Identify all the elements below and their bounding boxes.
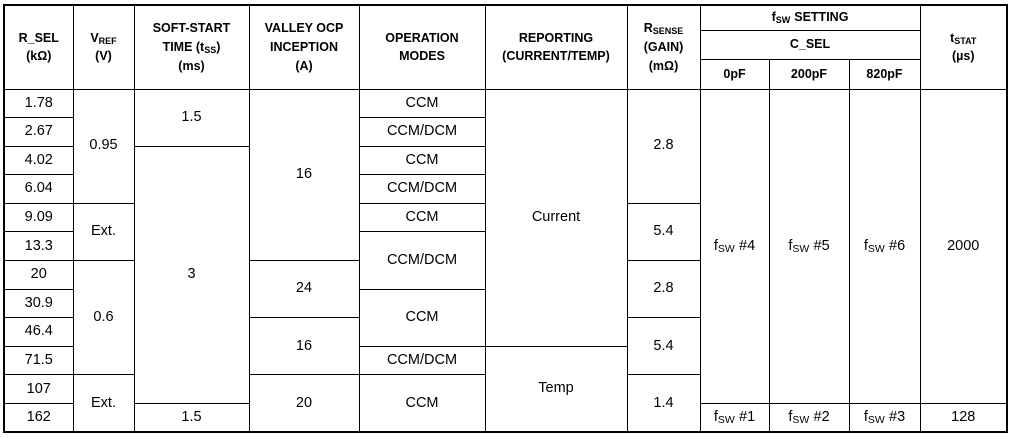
col-header-cap-820pf: 820pF (848, 58, 921, 90)
v-ref-cell: 0.95 (72, 88, 135, 204)
fsw-subscript: SW (717, 243, 735, 255)
reporting-cell: Temp (484, 345, 628, 433)
r-sense-cell: 1.4 (626, 374, 701, 433)
valley-ocp-cell: 16 (248, 317, 360, 376)
col-header-fsw-setting: fSW SETTING (699, 4, 921, 31)
table-row: 162 1.5 fSW #1 fSW #2 fSW #3 128 (3, 403, 1008, 433)
r-sel-cell: 30.9 (3, 288, 74, 319)
fsw-cell-0pf: fSW #4 (699, 88, 770, 405)
header-label: t (950, 30, 955, 45)
fsw-subscript: SW (792, 414, 810, 426)
table-row: 30.9 CCM (3, 288, 1007, 347)
operation-mode-cell: CCM/DCM (358, 117, 486, 147)
valley-ocp-cell: 24 (248, 260, 360, 319)
header-label: R (643, 21, 653, 36)
fsw-subscript: SW (792, 243, 810, 255)
col-header-c-sel: C_SEL (699, 29, 921, 60)
header-unit: (A) (295, 58, 313, 73)
r-sense-cell: 2.8 (626, 260, 701, 319)
soft-start-cell: 1.5 (133, 403, 250, 433)
r-sel-cell: 20 (3, 260, 74, 290)
fsw-cell-820pf: fSW #6 (848, 88, 921, 405)
header-unit: (V) (95, 49, 112, 64)
r-sense-cell: 5.4 (626, 202, 701, 262)
operation-mode-cell: CCM/DCM (358, 345, 486, 376)
table-row: 4.02 3 CCM (3, 145, 1007, 405)
header-subscript: STAT (954, 35, 977, 46)
r-sel-cell: 6.04 (3, 174, 74, 204)
r-sel-cell: 9.09 (3, 202, 74, 233)
col-header-r-sense: RSENSE (GAIN) (mΩ) (626, 4, 701, 90)
col-header-reporting: REPORTING (CURRENT/TEMP) (484, 4, 628, 90)
header-label: REPORTING (518, 30, 594, 45)
fsw-cell-820pf: fSW #3 (848, 403, 921, 433)
header-unit: (kΩ) (26, 49, 52, 64)
r-sel-cell: 46.4 (3, 317, 74, 347)
header-label: f (771, 10, 776, 25)
fsw-cell-0pf: fSW #1 (699, 403, 770, 433)
header-label: V (90, 30, 99, 45)
soft-start-cell: 3 (133, 145, 250, 405)
table-row: 2.67 CCM/DCM (3, 117, 1007, 147)
col-header-valley-ocp: VALLEY OCP INCEPTION (A) (248, 4, 360, 90)
header-label: SOFT-START (152, 21, 231, 36)
fsw-subscript: SW (717, 414, 735, 426)
header-subscript: SW (775, 15, 791, 26)
r-sel-cell: 71.5 (3, 345, 74, 376)
table-row: 13.3 CCM/DCM (3, 231, 1007, 290)
operation-mode-cell: CCM/DCM (358, 231, 486, 290)
col-header-t-stat: tSTAT (µs) (919, 4, 1008, 90)
col-header-v-ref: VREF (V) (72, 4, 135, 90)
t-stat-cell: 2000 (919, 88, 1008, 405)
operation-mode-cell: CCM (358, 88, 486, 119)
header-label: R_SEL (18, 30, 59, 45)
operation-mode-cell: CCM (358, 202, 486, 233)
col-header-soft-start: SOFT-START TIME (tSS) (ms) (133, 4, 250, 90)
header-subscript: REF (98, 35, 117, 46)
r-sel-cell: 2.67 (3, 117, 74, 147)
table-row: 6.04 CCM/DCM (3, 174, 1007, 204)
header-unit: (mΩ) (648, 58, 679, 73)
v-ref-cell: Ext. (72, 202, 135, 262)
header-unit: (µs) (952, 49, 975, 64)
r-sel-cell: 4.02 (3, 145, 74, 176)
valley-ocp-cell: 16 (248, 88, 360, 262)
v-ref-cell: 0.6 (72, 260, 135, 376)
col-header-operation-modes: OPERATION MODES (358, 4, 486, 90)
fsw-subscript: SW (867, 414, 885, 426)
v-ref-cell: Ext. (72, 374, 135, 433)
table-row: 107 Ext. 20 CCM 1.4 (3, 374, 1007, 433)
r-sense-cell: 2.8 (626, 88, 701, 204)
header-label: OPERATION (385, 30, 459, 45)
operation-mode-cell: CCM (358, 374, 486, 433)
r-sel-cell: 162 (3, 403, 74, 433)
col-header-cap-0pf: 0pF (699, 58, 770, 90)
table-row: 1.78 0.95 1.5 16 CCM Current 2.8 fSW #4 f… (3, 88, 1008, 405)
header-unit: (ms) (178, 58, 205, 73)
table-row: 46.4 16 5.4 (3, 317, 1007, 376)
table-row: 20 0.6 24 2.8 (3, 260, 1007, 376)
col-header-cap-200pf: 200pF (768, 58, 850, 90)
operation-mode-cell: CCM (358, 145, 486, 176)
col-header-r-sel: R_SEL (kΩ) (3, 4, 74, 90)
header-subscript: SS (204, 44, 217, 55)
valley-ocp-cell: 20 (248, 374, 360, 433)
r-sel-cell: 1.78 (3, 88, 74, 119)
fsw-cell-200pf: fSW #5 (768, 88, 850, 405)
fsw-cell-200pf: fSW #2 (768, 403, 850, 433)
r-sel-cell: 107 (3, 374, 74, 405)
configuration-table: R_SEL (kΩ) VREF (V) SOFT-START TIME (tSS… (3, 4, 1008, 434)
operation-mode-cell: CCM/DCM (358, 174, 486, 204)
fsw-subscript: SW (867, 243, 885, 255)
operation-mode-cell: CCM (358, 288, 486, 347)
r-sense-cell: 5.4 (626, 317, 701, 376)
soft-start-cell: 1.5 (133, 88, 250, 147)
table-row: 71.5 CCM/DCM Temp (3, 345, 1007, 433)
reporting-cell: Current (484, 88, 628, 347)
t-stat-cell: 128 (919, 403, 1008, 433)
r-sel-cell: 13.3 (3, 231, 74, 262)
header-label: VALLEY OCP (264, 21, 344, 36)
header-subscript: SENSE (652, 25, 684, 36)
